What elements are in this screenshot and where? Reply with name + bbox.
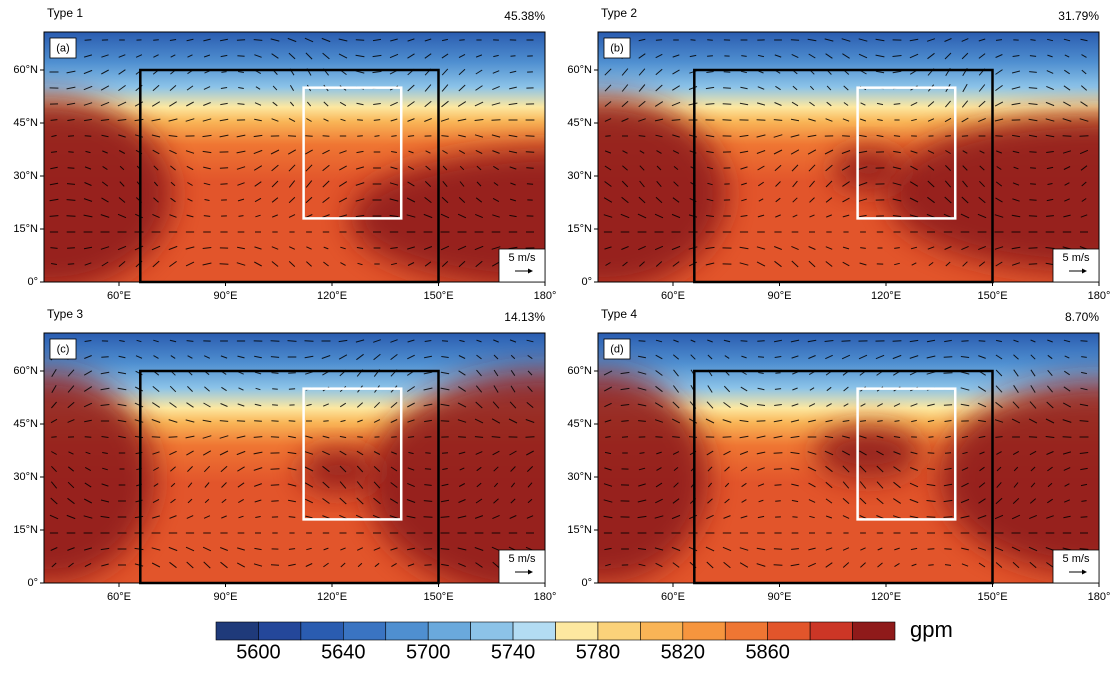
lat-tick-label: 15°N (13, 524, 38, 536)
panel-title: Type 2 (601, 6, 637, 20)
lat-tick-label: 15°N (13, 223, 38, 235)
lat-tick-label: 0° (581, 577, 592, 589)
lon-tick-label: 90°E (768, 290, 792, 302)
lat-tick-label: 30°N (13, 471, 38, 483)
colorbar-label: 5700 (406, 641, 451, 663)
colorbar-cell (725, 622, 767, 640)
lon-tick-label: 180° (534, 591, 557, 603)
colorbar-label: 5740 (491, 641, 536, 663)
colorbar-label: 5640 (321, 641, 366, 663)
colorbar-cell (471, 622, 513, 640)
colorbar-cell (386, 622, 428, 640)
lon-tick-label: 150°E (977, 290, 1007, 302)
lon-tick-label: 60°E (107, 591, 131, 603)
colorbar-unit: gpm (910, 617, 953, 642)
lat-tick-label: 45°N (567, 418, 592, 430)
lat-tick-label: 45°N (567, 117, 592, 129)
lat-tick-label: 0° (581, 276, 592, 288)
colorbar-cell (513, 622, 555, 640)
lon-tick-label: 90°E (214, 591, 238, 603)
lat-tick-label: 45°N (13, 117, 38, 129)
lon-tick-label: 90°E (214, 290, 238, 302)
lon-tick-label: 180° (1088, 591, 1111, 603)
lat-tick-label: 15°N (567, 524, 592, 536)
lat-tick-label: 60°N (13, 365, 38, 377)
colorbar-cell (810, 622, 852, 640)
lat-tick-label: 0° (27, 276, 38, 288)
high-center (833, 148, 904, 190)
colorbar-cell (768, 622, 810, 640)
panel-percent: 31.79% (1058, 9, 1099, 23)
lon-tick-label: 90°E (768, 591, 792, 603)
lon-tick-label: 180° (1088, 290, 1111, 302)
panel-title: Type 1 (47, 6, 83, 20)
vector-key-label: 5 m/s (1063, 553, 1090, 565)
lon-tick-label: 120°E (317, 290, 347, 302)
colorbar-label: 5600 (236, 641, 281, 663)
panel-label: (b) (610, 42, 623, 54)
lat-tick-label: 60°N (13, 64, 38, 76)
panel-percent: 45.38% (504, 9, 545, 23)
lon-tick-label: 150°E (423, 591, 453, 603)
lon-tick-label: 120°E (871, 290, 901, 302)
colorbar-cell (556, 622, 598, 640)
colorbar-label: 5860 (745, 641, 790, 663)
lat-tick-label: 30°N (13, 170, 38, 182)
lon-tick-label: 60°E (107, 290, 131, 302)
colorbar-cell (343, 622, 385, 640)
lon-tick-label: 150°E (977, 591, 1007, 603)
panel-label: (a) (56, 42, 69, 54)
colorbar-cell (301, 622, 343, 640)
lat-tick-label: 30°N (567, 471, 592, 483)
lon-tick-label: 60°E (661, 591, 685, 603)
colorbar-cell (598, 622, 640, 640)
colorbar-cell (216, 622, 258, 640)
panel-label: (c) (57, 343, 70, 355)
lat-tick-label: 15°N (567, 223, 592, 235)
lon-tick-label: 120°E (317, 591, 347, 603)
lat-tick-label: 45°N (13, 418, 38, 430)
colorbar-label: 5820 (661, 641, 706, 663)
lat-tick-label: 0° (27, 577, 38, 589)
lat-tick-label: 60°N (567, 365, 592, 377)
lat-tick-label: 60°N (567, 64, 592, 76)
map-panel: (b) 5 m/s Type 2 31.79% 60°E 90°E 120°E 150°E 18… (478, 6, 1116, 302)
lon-tick-label: 60°E (661, 290, 685, 302)
vector-key-label: 5 m/s (509, 553, 536, 565)
colorbar-cell (853, 622, 895, 640)
colorbar-cell (683, 622, 725, 640)
vector-key-label: 5 m/s (1063, 252, 1090, 264)
panel-percent: 8.70% (1065, 310, 1099, 324)
map-panel: (d) 5 m/s Type 4 8.70% 60°E 90°E 120°E 150°E 180… (496, 307, 1116, 603)
vector-key-label: 5 m/s (509, 252, 536, 264)
panel-percent: 14.13% (504, 310, 545, 324)
lon-tick-label: 180° (534, 290, 557, 302)
lon-tick-label: 120°E (871, 591, 901, 603)
colorbar-cell (258, 622, 300, 640)
colorbar-cell (428, 622, 470, 640)
lat-tick-label: 30°N (567, 170, 592, 182)
panel-label: (d) (610, 343, 623, 355)
lon-tick-label: 150°E (423, 290, 453, 302)
colorbar-cell (640, 622, 682, 640)
colorbar-label: 5780 (576, 641, 621, 663)
panel-title: Type 3 (47, 307, 83, 321)
panel-title: Type 4 (601, 307, 637, 321)
colorbar: 5600 5640 5700 5740 5780 5820 5860 gpm (216, 617, 953, 663)
